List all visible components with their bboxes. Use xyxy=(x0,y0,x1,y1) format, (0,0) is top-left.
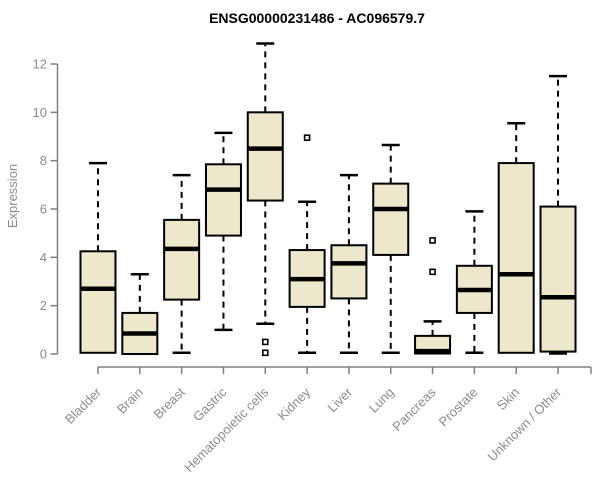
boxplot-kidney xyxy=(288,134,326,355)
x-tick-label-gastric: Gastric xyxy=(190,384,230,424)
boxplot-brain xyxy=(121,273,159,355)
boxplot-hematopoietic-cells xyxy=(246,42,284,357)
boxplot-unknown-other xyxy=(539,74,577,355)
outlier-point xyxy=(261,338,269,346)
iqr-box xyxy=(539,205,577,353)
x-tick-label-brain: Brain xyxy=(114,385,146,417)
boxplot-bladder xyxy=(79,161,117,354)
y-tick-label: 12 xyxy=(33,57,47,72)
outlier-point xyxy=(429,237,436,244)
outlier-point xyxy=(261,349,269,357)
y-tick-label: 4 xyxy=(40,250,47,265)
iqr-box xyxy=(79,250,117,354)
boxplot-liver xyxy=(330,173,368,355)
boxplot-pancreas xyxy=(414,237,452,355)
y-axis-label: Expression xyxy=(5,164,20,228)
boxplot-skin xyxy=(497,121,535,354)
iqr-box xyxy=(330,244,368,300)
x-tick-label-unknown-other: Unknown / Other xyxy=(485,384,565,464)
y-tick-label: 0 xyxy=(40,347,47,362)
x-tick-label-kidney: Kidney xyxy=(275,384,314,423)
x-tick-label-lung: Lung xyxy=(366,385,397,416)
y-tick-label: 10 xyxy=(33,105,47,120)
x-tick-label-breast: Breast xyxy=(151,384,188,421)
outlier-point xyxy=(429,268,436,276)
iqr-box xyxy=(497,162,535,354)
x-tick-label-bladder: Bladder xyxy=(62,384,105,427)
y-tick-label: 8 xyxy=(40,153,47,168)
x-tick-label-prostate: Prostate xyxy=(436,385,481,430)
chart-title: ENSG00000231486 - AC096579.7 xyxy=(209,10,425,26)
boxplot-gastric xyxy=(204,131,242,332)
boxplot-breast xyxy=(163,173,201,355)
y-tick-label: 6 xyxy=(40,202,47,217)
boxplot-lung xyxy=(372,143,410,355)
x-tick-label-liver: Liver xyxy=(325,384,356,415)
iqr-box xyxy=(204,163,242,237)
y-tick-label: 2 xyxy=(40,298,47,313)
boxplot-prostate xyxy=(455,210,493,355)
outlier-point xyxy=(303,134,311,142)
box-series xyxy=(79,42,577,357)
iqr-box xyxy=(163,218,201,301)
x-tick-label-skin: Skin xyxy=(494,385,522,413)
iqr-box xyxy=(246,111,284,202)
iqr-box xyxy=(372,182,410,256)
x-tick-label-pancreas: Pancreas xyxy=(389,384,439,434)
